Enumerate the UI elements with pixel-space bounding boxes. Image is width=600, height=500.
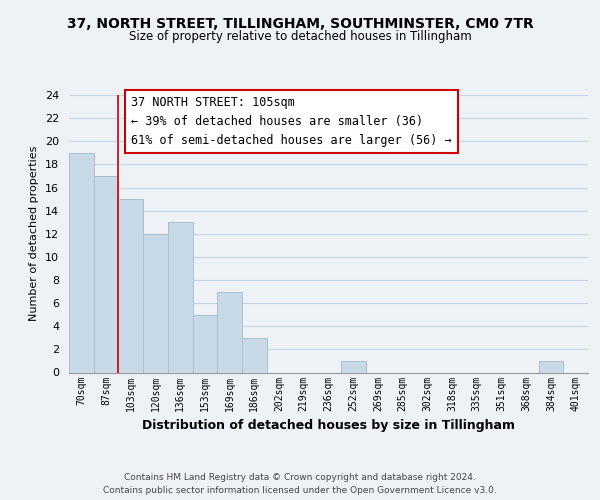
Bar [341,361,365,372]
Text: Size of property relative to detached houses in Tillingham: Size of property relative to detached ho… [128,30,472,43]
Bar [94,176,118,372]
X-axis label: Distribution of detached houses by size in Tillingham: Distribution of detached houses by size … [142,419,515,432]
Text: 37, NORTH STREET, TILLINGHAM, SOUTHMINSTER, CM0 7TR: 37, NORTH STREET, TILLINGHAM, SOUTHMINST… [67,18,533,32]
Bar [217,292,242,372]
Bar [143,234,168,372]
Bar [242,338,267,372]
Bar [69,153,94,372]
Bar [168,222,193,372]
Bar [539,361,563,372]
Y-axis label: Number of detached properties: Number of detached properties [29,146,40,322]
Bar [118,199,143,372]
Text: Contains HM Land Registry data © Crown copyright and database right 2024.
Contai: Contains HM Land Registry data © Crown c… [103,474,497,495]
Bar [193,314,217,372]
Text: 37 NORTH STREET: 105sqm
← 39% of detached houses are smaller (36)
61% of semi-de: 37 NORTH STREET: 105sqm ← 39% of detache… [131,96,452,148]
